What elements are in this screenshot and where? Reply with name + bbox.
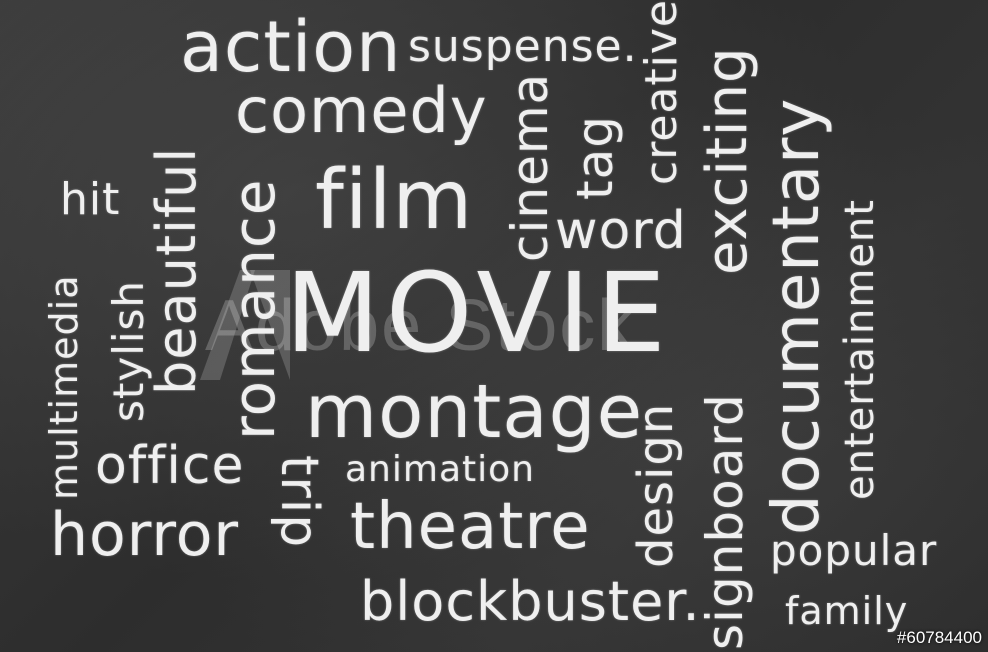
word-action: action (180, 6, 402, 88)
stock-id: #60784400 (896, 628, 982, 647)
word-montage: montage (305, 369, 644, 455)
adobe-logo-watermark (200, 270, 290, 380)
word-multimedia: multimedia (42, 274, 86, 500)
word-theatre: theatre (350, 490, 591, 564)
word-family: family (785, 589, 909, 633)
word-horror: horror (50, 500, 240, 570)
word-tag: tag (566, 115, 624, 200)
word-film: film (315, 153, 474, 248)
word-stylish: stylish (104, 279, 153, 422)
word-comedy: comedy (235, 74, 488, 147)
word-hit: hit (60, 174, 121, 225)
word-word: word (555, 201, 687, 261)
word-entertainment: entertainment (837, 199, 883, 500)
word-trip: trip (269, 455, 329, 549)
word-exciting: exciting (695, 46, 760, 275)
word-documentary: documentary (760, 97, 834, 535)
word-blockbuster: blockbuster. (360, 570, 701, 633)
word-beautiful: beautiful (145, 146, 208, 395)
word-movie: MOVIE (285, 249, 672, 377)
word-popular: popular (770, 526, 938, 575)
word-romance: romance (220, 178, 288, 440)
word-design: design (628, 402, 684, 568)
watermark-text: Adobe Stock (205, 286, 636, 366)
word-creative: creative (636, 0, 687, 185)
word-animation: animation (345, 449, 535, 490)
word-office: office (95, 436, 245, 496)
word-suspense: suspense. (408, 21, 638, 72)
word-cinema: cinema (501, 72, 559, 262)
word-signboard: signboard (696, 393, 754, 650)
